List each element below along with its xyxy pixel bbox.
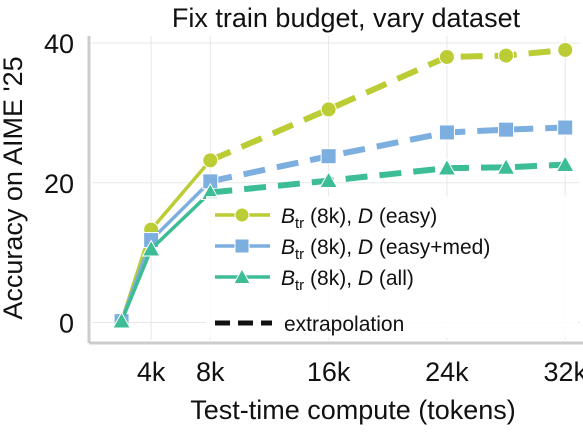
series-layer: [112, 41, 575, 330]
y-tick-label: 0: [59, 309, 74, 339]
tick-labels: 0 20 40 4k 8k 16k 24k 32k: [44, 29, 583, 387]
data-point: [234, 207, 250, 223]
data-point: [498, 121, 515, 138]
x-tick-label: 24k: [425, 357, 469, 387]
data-point: [555, 154, 575, 172]
legend: Btr (8k), D (easy) Btr (8k), D (easy+med)…: [206, 196, 578, 338]
data-point: [320, 101, 337, 118]
y-axis-label: Accuracy on AIME '25: [0, 56, 28, 319]
x-tick-label: 16k: [307, 357, 351, 387]
data-point: [202, 152, 219, 169]
series-line: [119, 180, 212, 322]
series-extrapolation-line: [210, 161, 566, 196]
legend-label: Btr (8k), D (easy): [281, 205, 437, 232]
data-point: [141, 239, 161, 257]
y-tick-label: 40: [44, 29, 74, 59]
data-point: [438, 124, 455, 141]
legend-label: Btr (8k), D (all): [281, 267, 414, 294]
data-point: [233, 267, 251, 284]
y-tick-label: 20: [44, 169, 74, 199]
data-point: [496, 157, 516, 175]
chart-title: Fix train budget, vary dataset: [172, 3, 521, 33]
data-point: [498, 47, 515, 64]
legend-label: Btr (8k), D (easy+med): [281, 236, 490, 263]
data-point: [320, 148, 337, 165]
x-tick-label: 32k: [543, 357, 583, 387]
x-tick-label: 8k: [196, 357, 225, 387]
data-point: [234, 238, 250, 254]
data-point: [112, 311, 132, 329]
series-line: [119, 159, 212, 322]
series-3: [112, 154, 575, 329]
data-point: [557, 41, 574, 58]
data-point: [557, 119, 574, 136]
data-point: [437, 158, 457, 176]
x-tick-label: 4k: [137, 357, 166, 387]
legend-box: [206, 196, 578, 338]
legend-extrapolation-label: extrapolation: [284, 313, 404, 336]
x-axis-label: Test-time compute (tokens): [190, 395, 516, 425]
data-point: [319, 171, 339, 189]
data-point: [438, 48, 455, 65]
